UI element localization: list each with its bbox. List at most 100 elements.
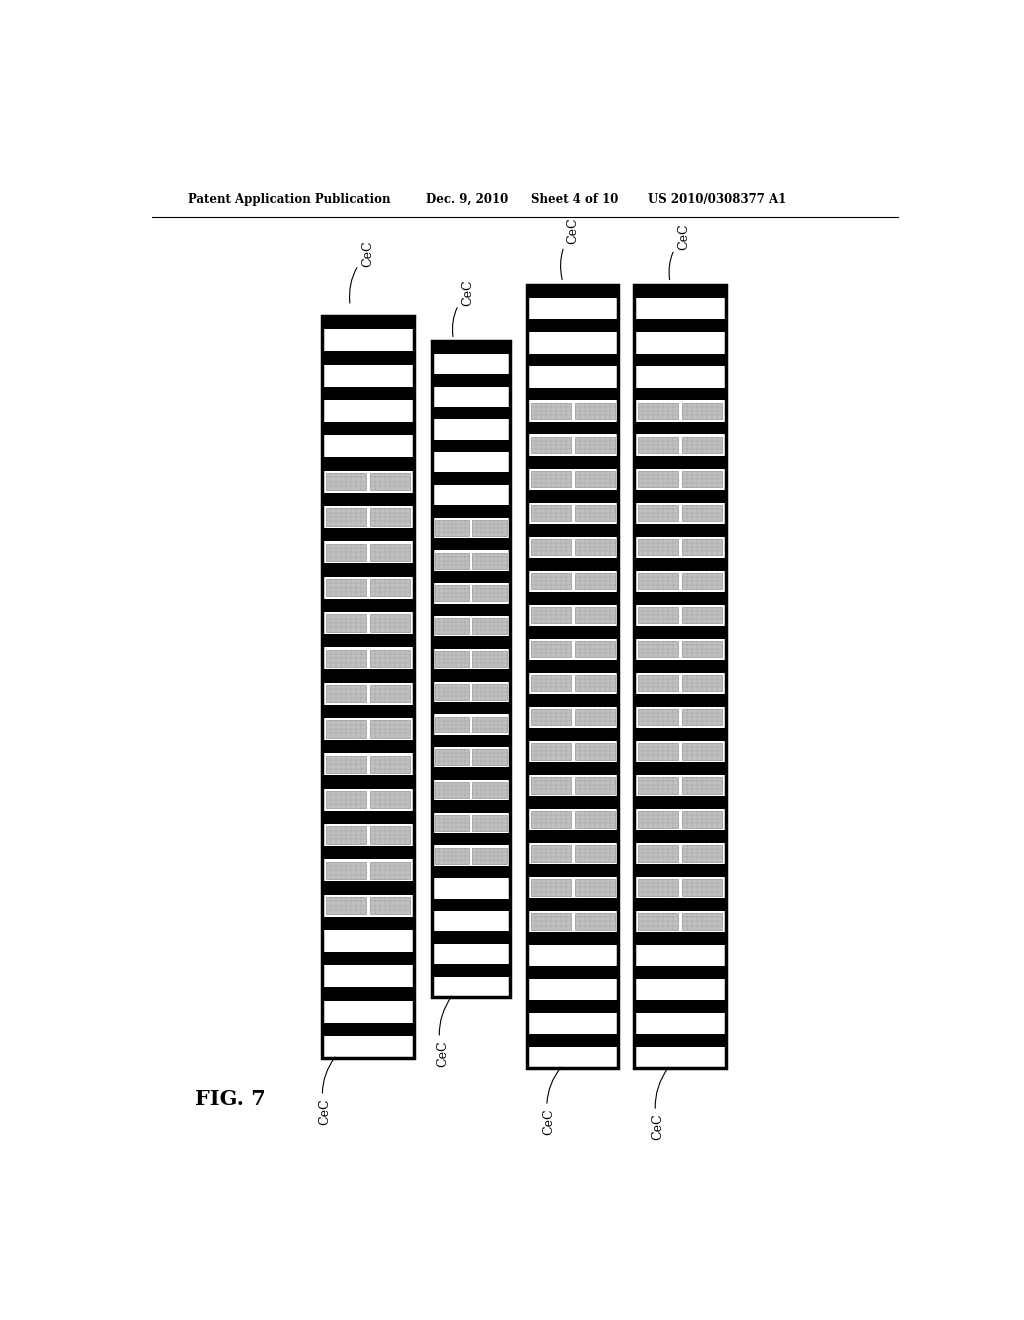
Bar — [370, 508, 410, 525]
Bar — [370, 473, 410, 490]
Bar — [527, 490, 618, 503]
Bar — [527, 354, 618, 367]
Bar — [634, 830, 726, 842]
Bar — [530, 777, 571, 793]
Bar — [530, 845, 571, 862]
Bar — [682, 471, 722, 487]
Bar — [682, 777, 722, 793]
Bar — [530, 403, 571, 420]
Bar — [527, 319, 618, 333]
Bar — [638, 573, 678, 589]
Bar — [323, 916, 414, 931]
Bar — [527, 285, 618, 1068]
Text: CeC: CeC — [542, 1067, 561, 1135]
Bar — [682, 913, 722, 929]
Bar — [682, 539, 722, 556]
Bar — [682, 504, 722, 521]
Bar — [370, 544, 410, 561]
Bar — [326, 508, 367, 525]
Bar — [634, 319, 726, 333]
Bar — [574, 743, 614, 759]
Bar — [638, 403, 678, 420]
Bar — [323, 987, 414, 1001]
Bar — [530, 810, 571, 828]
Bar — [370, 579, 410, 597]
Bar — [472, 684, 507, 700]
Bar — [435, 651, 469, 667]
Bar — [530, 675, 571, 692]
Bar — [435, 814, 469, 830]
Bar — [326, 473, 367, 490]
Bar — [638, 879, 678, 896]
Bar — [432, 964, 510, 977]
Bar — [638, 607, 678, 623]
Bar — [432, 473, 510, 484]
Bar — [574, 573, 614, 589]
Text: Dec. 9, 2010: Dec. 9, 2010 — [426, 193, 508, 206]
Bar — [530, 471, 571, 487]
Bar — [326, 721, 367, 738]
Bar — [432, 539, 510, 550]
Bar — [323, 457, 414, 471]
Bar — [527, 285, 618, 298]
Bar — [432, 506, 510, 517]
Bar — [432, 735, 510, 747]
Bar — [472, 651, 507, 667]
Bar — [432, 636, 510, 649]
Bar — [634, 626, 726, 639]
Bar — [574, 777, 614, 793]
Bar — [432, 342, 510, 997]
Bar — [527, 455, 618, 469]
Bar — [432, 899, 510, 911]
Bar — [527, 626, 618, 639]
Bar — [634, 285, 726, 1068]
Bar — [326, 649, 367, 667]
Bar — [634, 1001, 726, 1012]
Bar — [638, 810, 678, 828]
Text: Patent Application Publication: Patent Application Publication — [187, 193, 390, 206]
Bar — [432, 440, 510, 453]
Text: CeC: CeC — [560, 218, 580, 280]
Bar — [323, 775, 414, 788]
Bar — [682, 642, 722, 657]
Bar — [574, 879, 614, 896]
Text: CeC: CeC — [453, 279, 474, 337]
Bar — [323, 315, 414, 330]
Bar — [634, 591, 726, 605]
Bar — [530, 709, 571, 726]
Bar — [323, 741, 414, 754]
Bar — [527, 727, 618, 741]
Bar — [530, 504, 571, 521]
Bar — [574, 607, 614, 623]
Bar — [634, 898, 726, 911]
Bar — [432, 374, 510, 387]
Bar — [527, 694, 618, 706]
Bar — [638, 539, 678, 556]
Bar — [527, 932, 618, 945]
Bar — [634, 388, 726, 400]
Bar — [435, 520, 469, 536]
Bar — [527, 863, 618, 876]
Bar — [370, 862, 410, 879]
Bar — [527, 557, 618, 570]
Bar — [435, 750, 469, 766]
Bar — [326, 614, 367, 631]
Text: FIG. 7: FIG. 7 — [196, 1089, 266, 1109]
Bar — [530, 607, 571, 623]
Bar — [682, 573, 722, 589]
Bar — [638, 675, 678, 692]
Bar — [634, 354, 726, 367]
Bar — [574, 539, 614, 556]
Bar — [435, 618, 469, 634]
Bar — [638, 709, 678, 726]
Bar — [527, 898, 618, 911]
Bar — [634, 863, 726, 876]
Bar — [326, 862, 367, 879]
Bar — [527, 1034, 618, 1047]
Bar — [682, 403, 722, 420]
Bar — [682, 675, 722, 692]
Bar — [323, 634, 414, 647]
Bar — [527, 660, 618, 673]
Text: Sheet 4 of 10: Sheet 4 of 10 — [531, 193, 618, 206]
Bar — [634, 660, 726, 673]
